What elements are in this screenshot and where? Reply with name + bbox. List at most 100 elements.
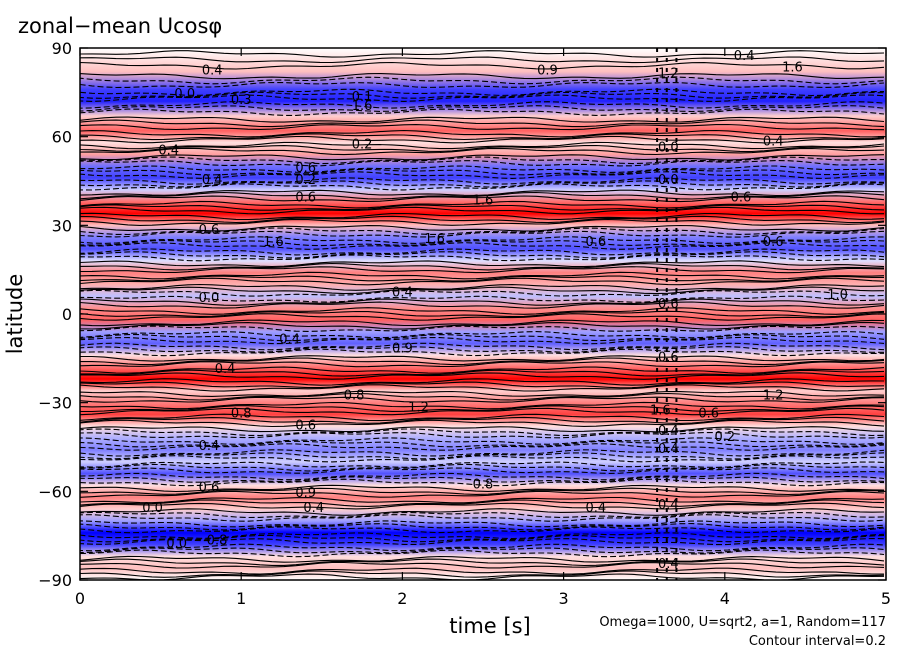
contour-line bbox=[80, 443, 885, 451]
contour-line bbox=[80, 325, 885, 332]
y-axis-label: latitude bbox=[3, 274, 27, 355]
contour-line bbox=[80, 141, 885, 150]
contour-label: 0.4 bbox=[279, 333, 300, 348]
y-axis: 90 60 30 0 −30 −60 −90 bbox=[38, 39, 886, 590]
plot-area: 0.40.0 0.3 0.11.60.9 1.20.41.60.60.4 0.20.4 0… bbox=[80, 48, 886, 580]
contour-line bbox=[80, 534, 885, 543]
contour-label: 0.4 bbox=[202, 173, 223, 188]
contour-label: 0.6 bbox=[295, 191, 316, 206]
contour-line bbox=[80, 76, 885, 85]
contour-label: 0.8 bbox=[344, 389, 365, 404]
contour-line bbox=[80, 476, 885, 483]
contour-line bbox=[80, 227, 885, 236]
contour-line bbox=[80, 463, 885, 472]
contour-label: 0.4 bbox=[658, 442, 679, 457]
contour-line bbox=[80, 567, 884, 575]
params-note: Omega=1000, U=sqrt2, a=1, Random=117 bbox=[599, 615, 886, 630]
contour-label: 1.6 bbox=[263, 235, 284, 250]
contour-label: 1.6 bbox=[424, 232, 445, 247]
contour-line bbox=[80, 295, 885, 303]
contour-line bbox=[80, 426, 885, 433]
contour-line bbox=[80, 357, 885, 366]
contour-line bbox=[80, 271, 885, 280]
contour-line bbox=[80, 508, 885, 516]
contour-line bbox=[80, 348, 885, 357]
contour-lines bbox=[80, 48, 885, 580]
y-tick-label: −90 bbox=[38, 571, 72, 590]
contour-line bbox=[80, 156, 884, 165]
contour-line bbox=[80, 183, 885, 191]
contour-label: 0.6 bbox=[763, 235, 784, 250]
contour-label: 1.6 bbox=[352, 99, 373, 114]
contour-line bbox=[80, 449, 885, 457]
y-tick-label: 60 bbox=[52, 128, 72, 147]
contour-label: 0.0 bbox=[199, 291, 220, 306]
contour-line bbox=[80, 355, 885, 362]
contour-line bbox=[80, 511, 885, 519]
contour-line bbox=[80, 392, 885, 401]
contour-line bbox=[80, 555, 885, 563]
contour-line bbox=[80, 549, 885, 558]
contour-line bbox=[80, 91, 885, 99]
contour-label: 0.0 bbox=[658, 173, 679, 188]
contour-line bbox=[80, 242, 885, 250]
contour-line bbox=[80, 490, 885, 498]
chart-title: zonal−mean Ucosφ bbox=[18, 14, 222, 38]
contour-line bbox=[80, 390, 885, 397]
contour-line bbox=[80, 204, 885, 211]
contour-label: 0.6 bbox=[295, 418, 316, 433]
contour-line bbox=[80, 56, 885, 64]
contour-label: 1.6 bbox=[473, 194, 494, 209]
contour-line bbox=[80, 478, 885, 487]
contour-label: 0.0 bbox=[166, 536, 187, 551]
contour-line bbox=[80, 239, 885, 247]
contour-label: 0.4 bbox=[215, 362, 236, 377]
contour-label: 0.0 bbox=[142, 501, 163, 516]
contour-line bbox=[80, 144, 885, 153]
contour-line bbox=[80, 101, 885, 109]
contour-label: 0.4 bbox=[202, 64, 223, 79]
contour-line bbox=[80, 159, 885, 167]
contour-line bbox=[80, 558, 885, 567]
contour-label: 0.6 bbox=[731, 191, 752, 206]
contour-line bbox=[80, 547, 885, 554]
contour-label: 0.4 bbox=[158, 143, 179, 158]
contour-line bbox=[80, 428, 885, 437]
contour-line bbox=[80, 206, 885, 215]
contour-line bbox=[80, 532, 885, 540]
contour-line bbox=[80, 467, 885, 474]
y-tick-label: 90 bbox=[52, 39, 72, 58]
contour-label: 0.4 bbox=[392, 285, 413, 300]
contour-label: 1.2 bbox=[763, 389, 784, 404]
contour-label: 0.6 bbox=[295, 161, 316, 176]
contour-line bbox=[80, 336, 885, 345]
contour-line bbox=[80, 502, 885, 510]
contour-line bbox=[80, 396, 885, 403]
contour-label: 1.0 bbox=[827, 288, 848, 303]
contour-line bbox=[80, 520, 885, 528]
contour-line bbox=[80, 165, 885, 173]
x-axis-label: time [s] bbox=[449, 614, 530, 638]
contour-line bbox=[80, 135, 885, 144]
contour-line bbox=[80, 455, 885, 463]
contour-label: 0.8 bbox=[231, 406, 252, 421]
contour-line bbox=[80, 342, 885, 351]
contour-line bbox=[80, 378, 885, 386]
contour-label: 1.2 bbox=[658, 67, 679, 82]
contour-label: 0.4 bbox=[303, 501, 324, 516]
contour-line bbox=[80, 289, 885, 297]
contour-label-group: 0.40.0 0.3 0.11.60.9 1.20.41.60.60.4 0.20.4 0… bbox=[142, 49, 848, 572]
contour-line bbox=[80, 224, 885, 232]
x-tick-label: 5 bbox=[881, 589, 891, 608]
contour-label: 0.3 bbox=[231, 93, 252, 108]
contour-line bbox=[80, 440, 885, 448]
contour-line bbox=[80, 286, 885, 295]
contour-line bbox=[80, 88, 885, 97]
x-tick-label: 1 bbox=[236, 589, 246, 608]
contour-label: 0.6 bbox=[585, 235, 606, 250]
contour-line bbox=[80, 537, 885, 546]
contour-line bbox=[80, 218, 885, 226]
contour-line bbox=[80, 307, 885, 315]
contour-line bbox=[80, 195, 885, 203]
y-tick-label: −30 bbox=[38, 394, 72, 413]
